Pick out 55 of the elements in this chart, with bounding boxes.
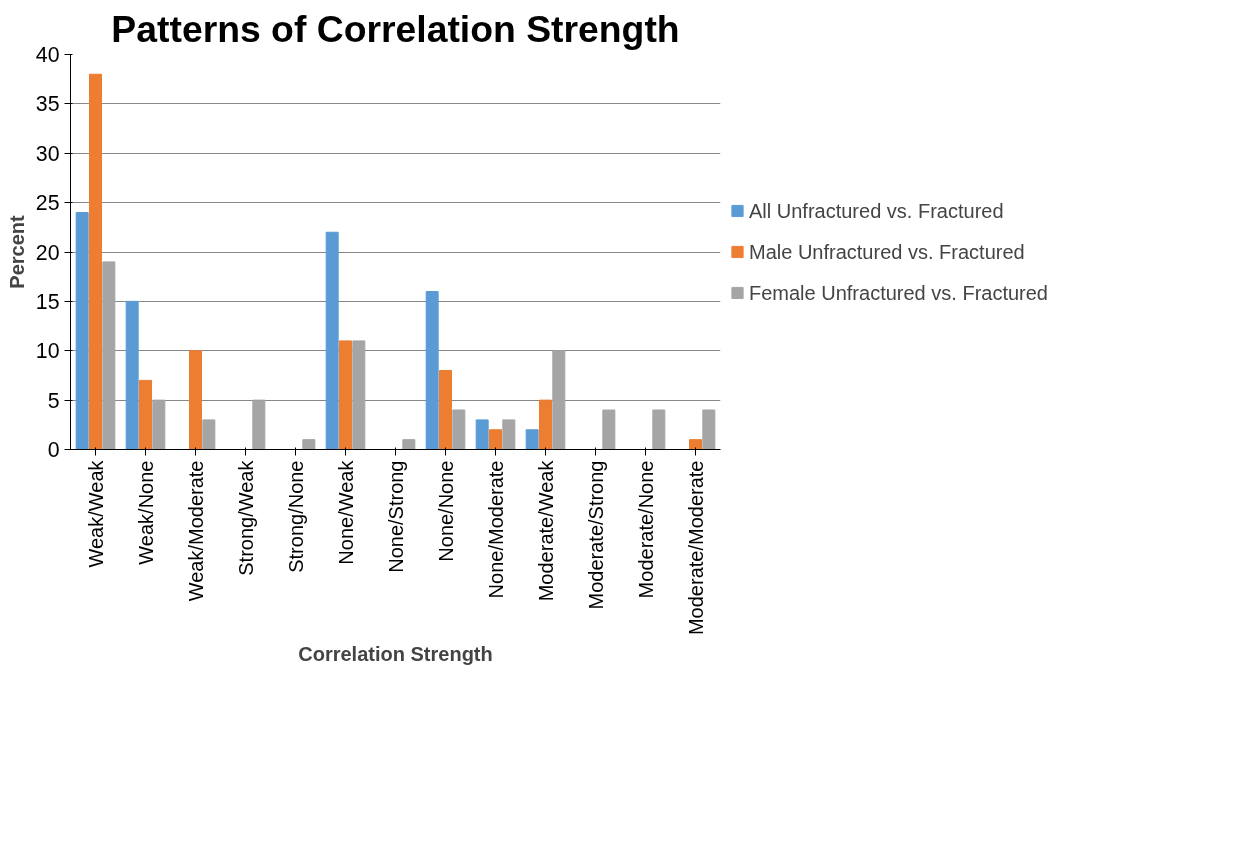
bar bbox=[102, 261, 116, 450]
bar bbox=[702, 409, 716, 450]
x-tick-label: None/Weak bbox=[334, 459, 357, 565]
legend-label: All Unfractured vs. Fractured bbox=[749, 199, 1004, 222]
bar bbox=[525, 429, 539, 450]
x-tick-label: Strong/Weak bbox=[234, 459, 257, 576]
y-axis-title: Percent bbox=[5, 214, 28, 289]
x-tick-label: Moderate/Moderate bbox=[684, 460, 707, 636]
bar bbox=[489, 429, 502, 450]
y-tick-label: 30 bbox=[35, 141, 60, 166]
bar bbox=[652, 409, 666, 450]
bar bbox=[302, 439, 316, 450]
x-axis-title: Correlation Strength bbox=[298, 643, 493, 666]
bar bbox=[439, 370, 452, 450]
bar bbox=[552, 350, 566, 450]
bar bbox=[125, 300, 139, 450]
bar bbox=[689, 439, 702, 450]
legend-label: Male Unfractured vs. Fractured bbox=[749, 240, 1025, 263]
x-tick-label: None/Moderate bbox=[484, 460, 507, 599]
y-tick-label: 35 bbox=[35, 92, 60, 117]
x-tick-label: None/None bbox=[434, 460, 457, 562]
bar bbox=[452, 409, 466, 450]
bar bbox=[152, 399, 166, 450]
bar bbox=[602, 409, 616, 450]
bar bbox=[475, 419, 489, 450]
x-tick-label: Moderate/None bbox=[634, 460, 657, 599]
bar bbox=[402, 439, 416, 450]
bar bbox=[252, 399, 266, 450]
x-tick-label: Weak/Weak bbox=[84, 459, 107, 568]
bar bbox=[139, 379, 152, 450]
x-tick-label: Weak/None bbox=[134, 460, 157, 565]
x-tick-label: None/Strong bbox=[384, 460, 407, 573]
y-tick-label: 40 bbox=[35, 43, 60, 67]
bar bbox=[189, 350, 202, 450]
y-tick-label: 0 bbox=[47, 438, 60, 462]
x-tick-label: Strong/None bbox=[284, 460, 307, 573]
legend-label: Female Unfractured vs. Fractured bbox=[749, 281, 1048, 304]
x-tick-label: Moderate/Weak bbox=[534, 459, 557, 602]
bar bbox=[539, 399, 552, 450]
y-tick-label: 20 bbox=[35, 240, 60, 265]
bar bbox=[425, 291, 439, 450]
bar bbox=[89, 73, 102, 450]
y-tick-label: 10 bbox=[35, 339, 60, 364]
bar bbox=[339, 340, 352, 450]
chart-title: Patterns of Correlation Strength bbox=[111, 7, 680, 50]
y-tick-label: 25 bbox=[35, 191, 60, 216]
y-tick-label: 15 bbox=[35, 289, 60, 314]
x-tick-label: Weak/Moderate bbox=[184, 460, 207, 602]
bar bbox=[352, 340, 366, 450]
bar bbox=[502, 419, 516, 450]
bar bbox=[75, 212, 89, 450]
bar bbox=[202, 419, 216, 450]
bar bbox=[325, 231, 339, 450]
y-tick-label: 5 bbox=[47, 388, 60, 413]
x-tick-label: Moderate/Strong bbox=[584, 460, 607, 610]
